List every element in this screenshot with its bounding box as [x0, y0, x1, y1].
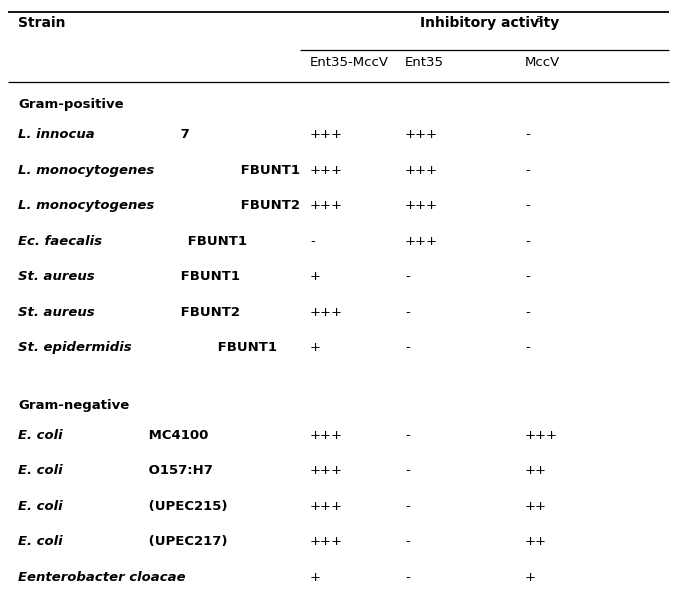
- Text: -: -: [525, 341, 529, 354]
- Text: St. aureus: St. aureus: [18, 306, 94, 319]
- Text: St. epidermidis: St. epidermidis: [18, 341, 131, 354]
- Text: -: -: [525, 270, 529, 283]
- Text: ++: ++: [525, 464, 547, 477]
- Text: +: +: [310, 270, 321, 283]
- Text: +++: +++: [405, 128, 438, 141]
- Text: L. monocytogenes: L. monocytogenes: [18, 164, 155, 177]
- Text: -: -: [405, 571, 410, 584]
- Text: Gram-negative: Gram-negative: [18, 399, 129, 412]
- Text: Strain: Strain: [18, 16, 66, 30]
- Text: +: +: [310, 571, 321, 584]
- Text: E. coli: E. coli: [18, 429, 63, 442]
- Text: +++: +++: [405, 199, 438, 212]
- Text: -: -: [525, 234, 529, 248]
- Text: -: -: [405, 341, 410, 354]
- Text: FBUNT1: FBUNT1: [213, 341, 277, 354]
- Text: -: -: [525, 128, 529, 141]
- Text: +++: +++: [405, 164, 438, 177]
- Text: +++: +++: [310, 500, 343, 513]
- Text: -: -: [405, 270, 410, 283]
- Text: Inhibitory activity: Inhibitory activity: [420, 16, 559, 30]
- Text: +++: +++: [310, 306, 343, 319]
- Text: +++: +++: [405, 234, 438, 248]
- Text: +++: +++: [310, 199, 343, 212]
- Text: -: -: [525, 164, 529, 177]
- Text: 7: 7: [176, 128, 190, 141]
- Text: L. innocua: L. innocua: [18, 128, 95, 141]
- Text: E. coli: E. coli: [18, 464, 63, 477]
- Text: MC4100: MC4100: [144, 429, 209, 442]
- Text: +++: +++: [310, 164, 343, 177]
- Text: FBUNT2: FBUNT2: [176, 306, 240, 319]
- Text: ++: ++: [525, 535, 547, 548]
- Text: (UPEC217): (UPEC217): [144, 535, 228, 548]
- Text: a: a: [536, 14, 542, 24]
- Text: -: -: [405, 429, 410, 442]
- Text: +++: +++: [310, 535, 343, 548]
- Text: FBUNT2: FBUNT2: [236, 199, 300, 212]
- Text: St. aureus: St. aureus: [18, 270, 94, 283]
- Text: O157:H7: O157:H7: [144, 464, 213, 477]
- Text: MccV: MccV: [525, 56, 560, 69]
- Text: +++: +++: [310, 464, 343, 477]
- Text: Ec. faecalis: Ec. faecalis: [18, 234, 102, 248]
- Text: ++: ++: [525, 500, 547, 513]
- Text: Ent35: Ent35: [405, 56, 444, 69]
- Text: -: -: [405, 464, 410, 477]
- Text: Eenterobacter cloacae: Eenterobacter cloacae: [18, 571, 185, 584]
- Text: Gram-positive: Gram-positive: [18, 98, 124, 111]
- Text: -: -: [525, 306, 529, 319]
- Text: FBUNT1: FBUNT1: [236, 164, 300, 177]
- Text: +++: +++: [310, 429, 343, 442]
- Text: +: +: [310, 341, 321, 354]
- Text: Ent35-MccV: Ent35-MccV: [310, 56, 389, 69]
- Text: -: -: [405, 306, 410, 319]
- Text: -: -: [405, 535, 410, 548]
- Text: +++: +++: [525, 429, 558, 442]
- Text: -: -: [525, 199, 529, 212]
- Text: FBUNT1: FBUNT1: [183, 234, 248, 248]
- Text: E. coli: E. coli: [18, 500, 63, 513]
- Text: (UPEC215): (UPEC215): [144, 500, 228, 513]
- Text: L. monocytogenes: L. monocytogenes: [18, 199, 155, 212]
- Text: E. coli: E. coli: [18, 535, 63, 548]
- Text: -: -: [405, 500, 410, 513]
- Text: +++: +++: [310, 128, 343, 141]
- Text: +: +: [525, 571, 536, 584]
- Text: -: -: [310, 234, 315, 248]
- Text: FBUNT1: FBUNT1: [176, 270, 240, 283]
